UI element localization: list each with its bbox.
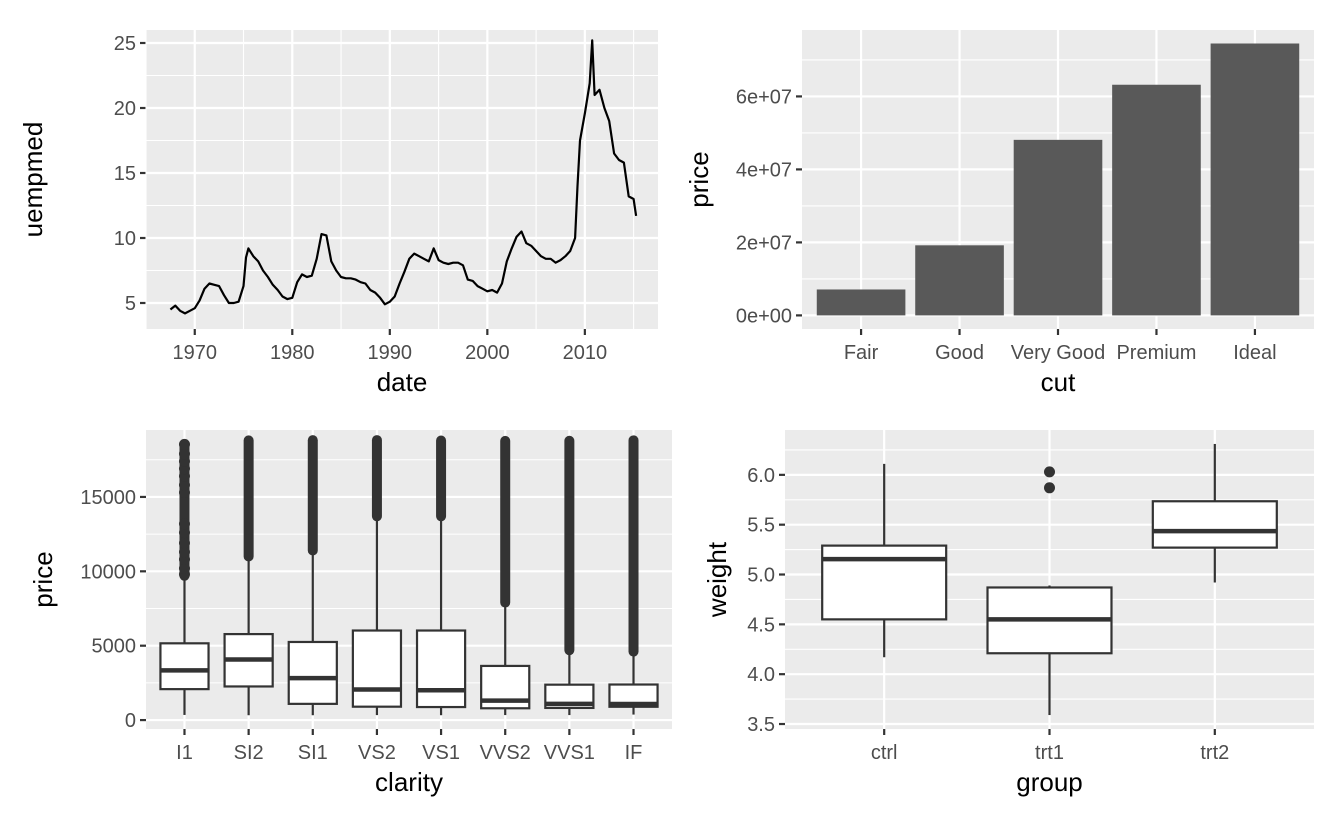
x-tick-label: VS1 xyxy=(422,742,460,764)
x-tick-label: 1970 xyxy=(173,342,218,364)
outlier-point xyxy=(178,537,190,549)
y-tick-label: 4e+07 xyxy=(736,159,792,181)
y-tick-label: 4.5 xyxy=(747,614,775,636)
y-tick-label: 25 xyxy=(114,33,136,55)
y-tick-label: 6.0 xyxy=(747,465,775,487)
y-tick-label: 6e+07 xyxy=(736,86,792,108)
y-tick-label: 5 xyxy=(125,293,136,315)
bar-fair xyxy=(816,289,906,316)
y-tick-label: 4.0 xyxy=(747,664,775,686)
x-axis-title: cut xyxy=(1041,367,1076,397)
y-tick-label: 5000 xyxy=(92,636,137,658)
box-si1 xyxy=(287,640,338,705)
box-i1 xyxy=(159,642,210,691)
x-tick-label: Ideal xyxy=(1233,342,1276,364)
x-axis-title: clarity xyxy=(375,767,443,797)
box-trt2 xyxy=(1151,500,1278,549)
outlier-point xyxy=(1044,482,1055,494)
outlier-point xyxy=(178,479,190,491)
outlier-point xyxy=(178,438,190,450)
outlier-point xyxy=(178,527,190,539)
x-tick-label: SI1 xyxy=(298,742,328,764)
x-tick-label: trt2 xyxy=(1200,742,1229,764)
outlier-point xyxy=(178,518,190,530)
uempmed-line-chart: 5 10 15 20 25 uempmed 1970 1980 1990 2000 2010 date xyxy=(18,30,658,397)
y-tick-label: 0e+00 xyxy=(736,305,792,327)
x-tick-label: IF xyxy=(625,742,643,764)
x-tick-label: ctrl xyxy=(871,742,898,764)
y-axis-title: weight xyxy=(702,541,732,618)
y-tick-label: 15000 xyxy=(80,487,136,509)
outlier-point xyxy=(178,546,190,558)
y-tick-label: 10000 xyxy=(80,561,136,583)
x-tick-label: VS2 xyxy=(358,742,396,764)
x-axis-title: group xyxy=(1016,767,1083,797)
y-axis-title: uempmed xyxy=(18,122,48,238)
x-tick-label: Fair xyxy=(844,342,879,364)
y-tick-label: 5.0 xyxy=(747,565,775,587)
y-tick-label: 5.5 xyxy=(747,515,775,537)
bar-premium xyxy=(1112,84,1201,316)
outlier-point xyxy=(178,562,190,574)
box-vs2 xyxy=(351,629,403,708)
y-tick-label: 0 xyxy=(125,710,136,732)
outlier-point xyxy=(1044,466,1055,478)
weight-by-group-boxplot: 3.5 4.0 4.5 5.0 5.5 6.0 weight ctrl trt1 trt2 grou… xyxy=(702,430,1314,797)
x-tick-label: I1 xyxy=(176,742,193,764)
x-tick-label: 2010 xyxy=(563,342,608,364)
y-tick-label: 20 xyxy=(114,98,136,120)
x-tick-label: 1990 xyxy=(368,342,413,364)
box-vs1 xyxy=(415,629,467,709)
x-tick-label: VVS2 xyxy=(480,742,531,764)
bar-good xyxy=(915,245,1004,316)
x-tick-label: Very Good xyxy=(1011,342,1106,364)
panel-background xyxy=(146,30,658,329)
bar-very-good xyxy=(1013,139,1103,316)
y-tick-label: 15 xyxy=(114,163,136,185)
price-by-clarity-boxplot: 0 5000 10000 15000 price I1 SI2 SI1 VS2 VS1 VVS2 VV… xyxy=(28,430,672,797)
x-tick-label: Good xyxy=(935,342,984,364)
y-tick-label: 10 xyxy=(114,228,136,250)
box-ctrl xyxy=(821,544,948,621)
x-tick-label: 2000 xyxy=(465,342,510,364)
x-tick-label: SI2 xyxy=(234,742,264,764)
x-axis-title: date xyxy=(377,367,428,397)
outlier-point xyxy=(178,448,190,460)
x-tick-label: trt1 xyxy=(1035,742,1064,764)
price-by-cut-bar-chart: 0e+00 2e+07 4e+07 6e+07 price Fair Good Very Go… xyxy=(684,30,1314,397)
x-tick-label: VVS1 xyxy=(544,742,595,764)
y-axis-title: price xyxy=(684,151,714,207)
y-axis-title: price xyxy=(28,551,58,607)
series-line-uempmed xyxy=(169,39,638,315)
y-tick-label: 3.5 xyxy=(747,714,775,736)
x-tick-label: 1980 xyxy=(270,342,315,364)
bar-ideal xyxy=(1210,43,1300,316)
y-tick-label: 2e+07 xyxy=(736,232,792,254)
box-if xyxy=(608,683,659,708)
x-tick-label: Premium xyxy=(1116,342,1196,364)
